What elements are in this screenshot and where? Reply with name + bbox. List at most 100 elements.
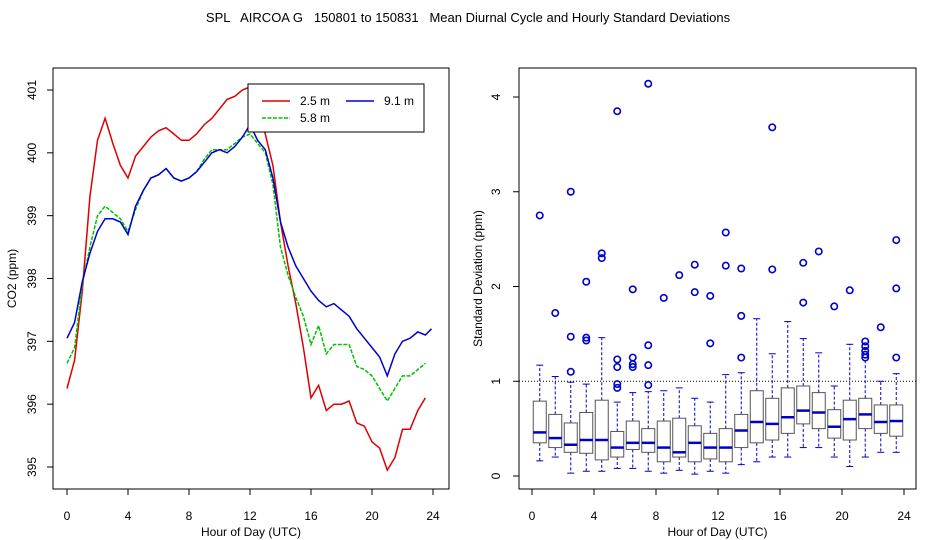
outlier-point — [628, 363, 637, 372]
right-y-tick-label: 1 — [489, 378, 503, 385]
right-y-tick-label: 2 — [489, 283, 503, 290]
box — [641, 428, 656, 453]
outlier-point — [644, 381, 653, 390]
left-y-tick-label: 396 — [25, 394, 39, 414]
outlier-point — [861, 346, 870, 355]
outlier-point — [768, 123, 777, 132]
right-y-axis-label: Standard Deviation (ppm) — [471, 210, 485, 347]
box — [873, 404, 888, 434]
left-y-tick-label: 395 — [25, 457, 39, 477]
left-x-tick-label: 8 — [186, 509, 193, 523]
outlier-point — [675, 271, 684, 280]
right-x-axis-label: Hour of Day (UTC) — [667, 525, 767, 539]
series-line-9-1-m — [66, 123, 433, 379]
outlier-point — [566, 187, 575, 196]
box — [656, 420, 671, 463]
outlier-point — [876, 323, 885, 332]
outlier-point — [830, 302, 839, 311]
box — [827, 409, 842, 439]
outlier-point — [690, 288, 699, 297]
left-x-tick-label: 20 — [365, 509, 379, 523]
right-y-tick-label: 0 — [489, 472, 503, 479]
box — [780, 387, 795, 434]
outlier-point — [892, 353, 901, 362]
box — [765, 397, 780, 441]
outlier-point — [799, 258, 808, 267]
outlier-point — [737, 264, 746, 273]
outlier-point — [566, 332, 575, 341]
legend-label: 2.5 m — [300, 94, 330, 108]
legend-label: 9.1 m — [384, 94, 414, 108]
box — [749, 390, 764, 444]
box — [548, 413, 563, 449]
left-x-tick-label: 16 — [304, 509, 318, 523]
left-x-tick-label: 24 — [426, 509, 440, 523]
outlier-point — [659, 293, 668, 302]
outlier-point — [628, 285, 637, 294]
box — [703, 432, 718, 460]
series-line-5-8-m — [66, 133, 426, 403]
outlier-point — [597, 254, 606, 263]
outlier-point — [597, 249, 606, 258]
outlier-point — [706, 339, 715, 348]
outlier-point — [613, 107, 622, 116]
right-x-tick-label: 16 — [773, 509, 787, 523]
outlier-point — [582, 336, 591, 345]
outlier-point — [737, 311, 746, 320]
outlier-point — [613, 380, 622, 389]
legend-box — [247, 83, 425, 133]
outlier-point — [706, 291, 715, 300]
right-y-tick-label: 3 — [489, 188, 503, 195]
right-x-tick-label: 20 — [835, 509, 849, 523]
legend-label: 5.8 m — [300, 111, 330, 125]
outlier-point — [892, 236, 901, 245]
left-y-tick-label: 397 — [25, 331, 39, 351]
box — [579, 412, 594, 454]
outlier-point — [613, 355, 622, 364]
outlier-point — [845, 286, 854, 295]
outlier-point — [721, 261, 730, 270]
outlier-point — [613, 363, 622, 372]
box — [718, 428, 733, 463]
outlier-point — [861, 350, 870, 359]
left-x-tick-label: 12 — [243, 509, 257, 523]
box — [563, 422, 578, 453]
outlier-point — [737, 353, 746, 362]
outlier-point — [582, 277, 591, 286]
outlier-point — [582, 333, 591, 342]
figure-title: SPL AIRCOA G 150801 to 150831 Mean Diurn… — [205, 10, 731, 25]
left-y-axis-label: CO2 (ppm) — [5, 249, 19, 308]
left-x-tick-label: 4 — [125, 509, 132, 523]
outlier-point — [799, 298, 808, 307]
outlier-point — [768, 265, 777, 274]
outlier-point — [628, 353, 637, 362]
outlier-point — [644, 79, 653, 88]
right-y-tick-label: 4 — [489, 93, 503, 100]
series-line-2-5-m — [66, 85, 427, 472]
outlier-point — [814, 247, 823, 256]
outlier-point — [613, 383, 622, 392]
outlier-point — [566, 367, 575, 376]
outlier-point — [721, 228, 730, 237]
right-x-tick-label: 0 — [529, 509, 536, 523]
left-y-tick-label: 398 — [25, 268, 39, 288]
box — [610, 430, 625, 458]
left-y-tick-label: 399 — [25, 205, 39, 225]
left-y-tick-label: 401 — [25, 80, 39, 100]
right-x-tick-label: 12 — [711, 509, 725, 523]
box — [532, 400, 547, 444]
outlier-point — [861, 342, 870, 351]
left-x-tick-label: 0 — [64, 509, 71, 523]
box — [811, 392, 826, 430]
box — [672, 417, 687, 458]
outlier-point — [644, 341, 653, 350]
box — [796, 385, 811, 425]
box — [594, 399, 609, 461]
box — [625, 420, 640, 450]
outlier-point — [551, 309, 560, 318]
left-x-axis-label: Hour of Day (UTC) — [201, 525, 301, 539]
outlier-point — [535, 211, 544, 220]
left-y-tick-label: 400 — [25, 143, 39, 163]
right-x-tick-label: 4 — [591, 509, 598, 523]
